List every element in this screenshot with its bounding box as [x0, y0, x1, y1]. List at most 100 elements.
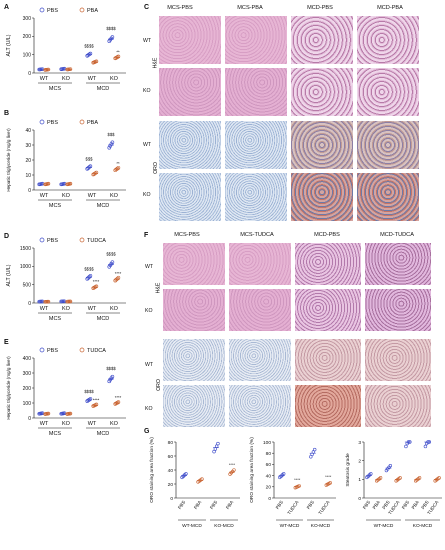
- data-point: [423, 444, 428, 449]
- y-tick-label: 3: [358, 440, 361, 446]
- legend-label: PBA: [87, 120, 98, 126]
- data-point: [281, 472, 286, 476]
- histology-image: [294, 288, 362, 332]
- x-tick-label: TUDCA: [286, 499, 300, 516]
- y-tick-label: 20: [25, 158, 31, 164]
- legend-label: PBS: [47, 8, 58, 14]
- data-point: [86, 166, 91, 170]
- data-point: [68, 299, 73, 304]
- x-tick-label: PBS: [209, 500, 218, 510]
- data-point: [184, 472, 188, 476]
- data-point: [68, 411, 73, 416]
- data-point: [108, 144, 113, 148]
- legend-label: PBS: [47, 348, 58, 354]
- data-point: [426, 440, 430, 444]
- y-tick-label: 300: [23, 371, 32, 377]
- row-label: KO: [143, 192, 151, 198]
- significance-label: $$$$: [84, 266, 94, 271]
- significance-label: $$$$: [106, 366, 116, 371]
- x-tick-label: WT: [88, 193, 97, 199]
- legend-marker: [39, 119, 45, 125]
- row-label: WT: [143, 38, 152, 44]
- panel-label-f: F: [144, 232, 149, 239]
- histology-image: [356, 172, 420, 222]
- data-point: [116, 54, 121, 59]
- significance-label: $$$$: [84, 44, 94, 49]
- group-label: MCD: [97, 203, 110, 209]
- panel-label-d: D: [4, 233, 10, 240]
- data-point: [87, 275, 92, 279]
- significance-label: ****: [325, 474, 332, 479]
- data-point: [94, 59, 99, 64]
- significance-label: $$$$: [106, 26, 116, 31]
- group-label: WT-MCD: [280, 523, 300, 529]
- significance-label: ****: [93, 397, 100, 402]
- row-label: KO: [145, 308, 153, 314]
- x-tick-label: PBS: [362, 500, 371, 510]
- y-tick-label: 0: [28, 416, 31, 422]
- y-axis-label: ORO staining area fraction (%): [249, 437, 255, 503]
- col-title: MCD-TUDCA: [380, 232, 414, 238]
- significance-label: $$$: [108, 132, 116, 137]
- data-point: [88, 164, 93, 168]
- data-point: [116, 275, 121, 280]
- data-point: [398, 476, 402, 480]
- y-tick-label: 1: [358, 477, 361, 483]
- data-point: [408, 440, 412, 444]
- data-point: [109, 142, 114, 146]
- y-tick-label: 80: [266, 451, 272, 457]
- row-label: KO: [143, 88, 151, 94]
- chart-g2: 0 20 40 60 80 100 ORO staining area fraction (…: [249, 437, 336, 529]
- group-label: KO-MCD: [311, 523, 331, 529]
- x-tick-label: KO: [62, 193, 71, 199]
- x-tick-label: TUDCA: [317, 499, 331, 516]
- legend-label: PBA: [87, 8, 98, 14]
- legend-label: PBS: [47, 120, 58, 126]
- significance-label: ****: [229, 462, 236, 467]
- histology-image: [294, 384, 362, 428]
- histology-image: [290, 67, 354, 117]
- data-point: [115, 166, 120, 171]
- legend-label: PBS: [47, 238, 58, 244]
- y-tick-label: 100: [23, 52, 32, 58]
- x-tick-label: PBA: [372, 499, 382, 510]
- group-label: MCD: [97, 86, 110, 92]
- legend-marker: [79, 347, 85, 353]
- histology-image: [364, 384, 432, 428]
- x-tick-label: KO: [110, 76, 119, 82]
- x-tick-label: TUDCA: [426, 499, 440, 516]
- data-point: [328, 481, 332, 485]
- x-tick-label: KO: [62, 421, 71, 427]
- x-tick-label: PBS: [275, 500, 284, 510]
- data-point: [113, 278, 118, 283]
- chart-a: 0 100 200 300 ALT (U/L) PBS PBA $$$$ $$$$ ** WT KO W…: [6, 7, 126, 92]
- y-tick-label: 40: [266, 473, 272, 479]
- histology-image: [228, 288, 292, 332]
- data-point: [417, 476, 422, 480]
- data-point: [110, 35, 115, 39]
- histology-image: [228, 384, 292, 428]
- histology-image: [224, 120, 288, 170]
- histology-image: [158, 15, 222, 65]
- y-tick-label: 60: [168, 454, 174, 460]
- data-point: [94, 284, 99, 289]
- x-tick-label: KO: [62, 76, 71, 82]
- histology-image: [162, 242, 226, 286]
- legend-label: TUDCA: [87, 238, 106, 244]
- histology-image: [158, 67, 222, 117]
- x-tick-label: WT: [88, 306, 97, 312]
- x-tick-label: PBS: [177, 500, 186, 510]
- data-point: [388, 464, 393, 468]
- x-tick-label: WT: [40, 306, 49, 312]
- data-point: [427, 440, 432, 444]
- data-point: [114, 277, 119, 282]
- y-tick-label: 0: [268, 496, 271, 502]
- chart-d: 0 500 1000 1500 ALT (U/L) PBS TUDCA $$$$ $$$$ ***…: [6, 237, 126, 322]
- legend-marker: [79, 7, 85, 13]
- y-tick-label: 1000: [20, 264, 31, 270]
- data-point: [68, 67, 73, 71]
- y-tick-label: 100: [263, 440, 271, 446]
- significance-label: $$$$: [106, 252, 116, 257]
- data-point: [88, 273, 93, 278]
- x-tick-label: PBS: [306, 500, 315, 510]
